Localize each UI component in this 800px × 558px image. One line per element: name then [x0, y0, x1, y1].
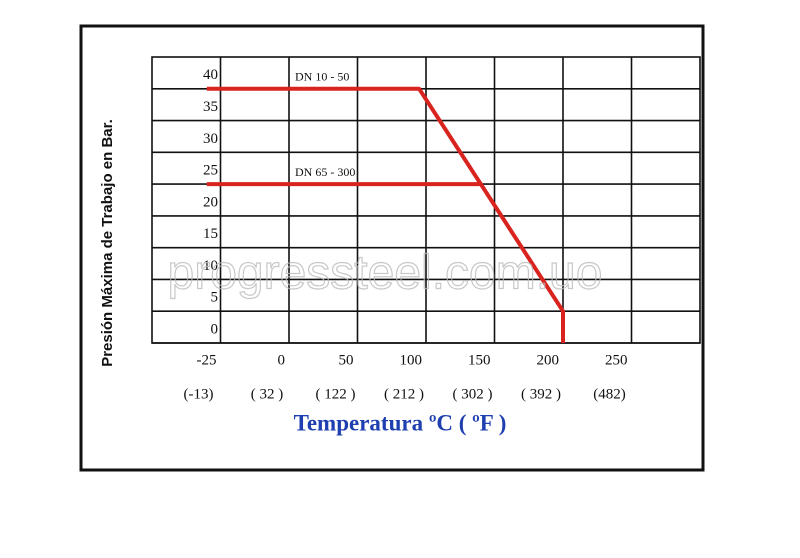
x-tick-label: 250: [605, 352, 628, 368]
x-tick-label-f: ( 302 ): [453, 386, 493, 402]
x-tick-label: 100: [400, 352, 423, 368]
y-tick-label: 20: [203, 194, 218, 210]
y-tick-label: 30: [203, 131, 218, 147]
y-tick-label: 0: [211, 321, 219, 337]
x-tick-label-f: ( 32 ): [251, 386, 284, 402]
x-tick-label: 0: [278, 352, 286, 368]
watermark: progressteel.com.uo: [168, 247, 603, 300]
x-tick-label: 150: [468, 352, 491, 368]
series-line: [206, 86, 565, 343]
frame: [79, 24, 705, 472]
x-axis-label: Temperatura ºC ( ºF ): [294, 410, 507, 435]
y-tick-label: 15: [203, 226, 218, 242]
y-axis-label: Presión Máxima de Trabajo en Bar.: [99, 119, 116, 367]
x-tick-label: 200: [537, 352, 560, 368]
x-tick-label: 50: [339, 352, 354, 368]
series-label: DN 65 - 300: [295, 165, 355, 179]
x-tick-label-f: (482): [593, 386, 626, 402]
y-tick-label: 25: [203, 163, 218, 179]
x-tick-label: -25: [197, 352, 217, 368]
y-tick-label: 10: [203, 258, 218, 274]
y-tick-label: 40: [203, 67, 218, 83]
x-tick-label-f: ( 392 ): [521, 386, 561, 402]
x-tick-label-f: (-13): [184, 386, 214, 402]
y-tick-label: 5: [211, 290, 219, 306]
x-tick-label-f: ( 212 ): [384, 386, 424, 402]
y-tick-label: 35: [203, 99, 218, 115]
series-label: DN 10 - 50: [295, 70, 349, 84]
x-tick-label-f: ( 122 ): [316, 386, 356, 402]
